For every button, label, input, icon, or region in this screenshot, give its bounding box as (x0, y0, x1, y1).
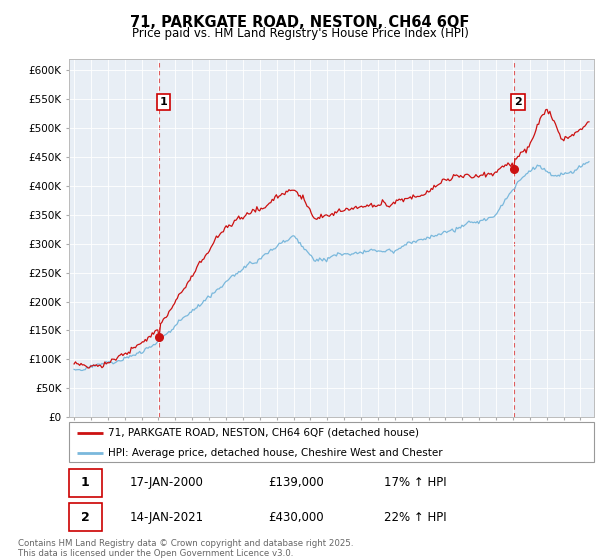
Text: 1: 1 (81, 477, 89, 489)
Text: 2: 2 (81, 511, 89, 524)
Text: Contains HM Land Registry data © Crown copyright and database right 2025.
This d: Contains HM Land Registry data © Crown c… (18, 539, 353, 558)
Bar (69, 503, 101, 531)
Text: £430,000: £430,000 (269, 511, 324, 524)
Text: 14-JAN-2021: 14-JAN-2021 (130, 511, 203, 524)
Bar (69, 469, 101, 497)
Text: HPI: Average price, detached house, Cheshire West and Chester: HPI: Average price, detached house, Ches… (109, 448, 443, 458)
Text: 22% ↑ HPI: 22% ↑ HPI (384, 511, 446, 524)
Text: 2: 2 (514, 97, 522, 107)
Text: 71, PARKGATE ROAD, NESTON, CH64 6QF: 71, PARKGATE ROAD, NESTON, CH64 6QF (130, 15, 470, 30)
Text: 71, PARKGATE ROAD, NESTON, CH64 6QF (detached house): 71, PARKGATE ROAD, NESTON, CH64 6QF (det… (109, 428, 419, 438)
Text: 17-JAN-2000: 17-JAN-2000 (130, 477, 203, 489)
Text: 1: 1 (160, 97, 167, 107)
Text: Price paid vs. HM Land Registry's House Price Index (HPI): Price paid vs. HM Land Registry's House … (131, 27, 469, 40)
Text: 17% ↑ HPI: 17% ↑ HPI (384, 477, 446, 489)
Text: £139,000: £139,000 (269, 477, 324, 489)
